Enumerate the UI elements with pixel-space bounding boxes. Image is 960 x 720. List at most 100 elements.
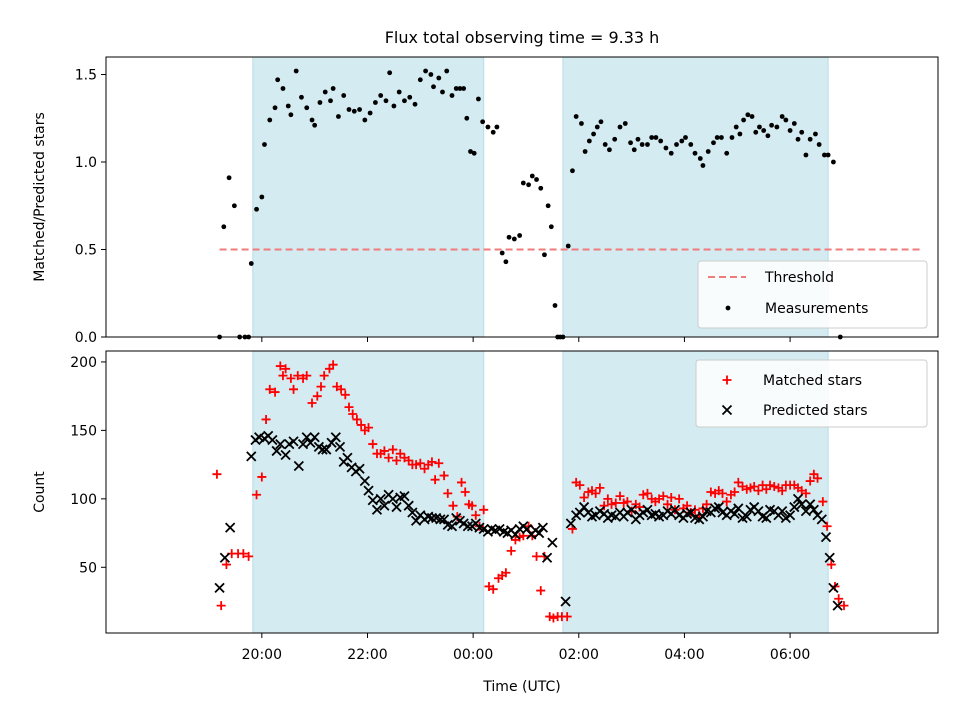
matched-star-point: [501, 568, 511, 578]
measurement-point: [444, 68, 450, 74]
predicted-star-point: [733, 503, 744, 514]
matched-star-point: [834, 594, 844, 604]
matched-star-point: [289, 384, 299, 394]
predicted-star-point: [547, 537, 558, 548]
measurement-point: [436, 75, 442, 81]
matched-star-point: [411, 460, 421, 470]
matched-star-point: [666, 492, 676, 502]
legend-measurements-swatch: [725, 305, 731, 311]
matched-star-point: [575, 480, 585, 490]
predicted-star-point: [832, 600, 843, 611]
matched-star-point: [434, 458, 444, 468]
predicted-star-point: [367, 495, 378, 506]
matched-star-point: [813, 473, 823, 483]
predicted-star-point: [462, 521, 473, 532]
predicted-star-point: [800, 506, 812, 517]
chart-title: Flux total observing time = 9.33 h: [385, 28, 660, 47]
measurement-point: [362, 117, 368, 123]
legend-matched-label: Matched stars: [763, 373, 862, 389]
predicted-star-point: [225, 522, 236, 533]
predicted-star-point: [537, 522, 549, 533]
measurement-point: [697, 156, 703, 161]
measurement-point: [765, 133, 771, 139]
measurement-point: [304, 105, 310, 111]
matched-star-point: [316, 382, 326, 392]
matched-star-point: [221, 560, 231, 570]
predicted-star-point: [391, 501, 402, 513]
measurement-point: [346, 107, 352, 112]
matched-star-point: [216, 601, 226, 611]
matched-star-point: [826, 560, 836, 570]
observing-window-shading: [252, 56, 829, 338]
matched-star-point: [261, 414, 271, 424]
matched-star-point: [749, 482, 759, 492]
predicted-star-point: [399, 490, 410, 502]
predicted-star-point: [379, 500, 390, 511]
measurement-point: [542, 252, 547, 258]
measurement-point: [612, 136, 618, 142]
count-legend: Matched stars Predicted stars: [695, 359, 928, 428]
matched-star-point: [415, 458, 425, 468]
y-tick-label: 0.0: [75, 330, 97, 346]
matched-star-point: [488, 584, 498, 594]
legend-matched-swatch: [722, 375, 732, 385]
measurement-point: [378, 93, 384, 98]
matched-star-point: [730, 487, 740, 497]
measurement-point: [779, 114, 785, 119]
measurement-point: [428, 72, 434, 77]
measurement-point: [586, 138, 592, 144]
measurement-point: [461, 86, 467, 91]
ratio-panel: 0.0 0.5 1.0 1.5 Flux total observing time =…: [32, 28, 939, 346]
matched-star-point: [448, 501, 458, 511]
measurement-point: [407, 94, 413, 100]
predicted-star-point: [446, 521, 458, 532]
predicted-star-point: [777, 506, 788, 517]
measurement-point: [476, 96, 481, 102]
measurement-point: [231, 203, 237, 209]
measurement-point: [552, 303, 558, 308]
count-x-axis-ticks: 20:00 22:00 00:00 02:00 04:00 06:00: [242, 633, 810, 663]
measurement-point: [341, 93, 347, 98]
measurement-point: [711, 140, 716, 146]
predicted-star-point: [214, 582, 225, 593]
measurement-point: [745, 112, 751, 118]
measurement-point: [453, 86, 459, 91]
measurement-point: [582, 149, 588, 154]
matched-star-point: [457, 477, 467, 487]
measurement-point: [774, 124, 780, 130]
matched-star-point: [379, 446, 389, 456]
predicted-star-point: [541, 552, 553, 563]
matched-star-point: [471, 510, 481, 520]
predicted-star-point: [271, 445, 282, 457]
legend-predicted-label: Predicted stars: [763, 403, 868, 419]
matched-star-point: [591, 488, 601, 498]
measurement-point: [769, 122, 774, 128]
measurement-point: [506, 234, 512, 240]
measurement-point: [761, 128, 767, 133]
matched-star-point: [615, 491, 625, 501]
measurement-point: [449, 93, 455, 98]
ratio-y-axis-ticks: 0.0 0.5 1.0 1.5: [75, 68, 106, 346]
measurement-point: [791, 121, 797, 126]
measurement-point: [221, 224, 227, 230]
measurement-point: [373, 100, 378, 105]
ratio-legend: Threshold Measurements: [697, 260, 928, 329]
matched-star-point: [384, 453, 394, 463]
matched-star-point: [344, 402, 354, 412]
predicted-star-point: [808, 504, 819, 515]
measurement-point: [749, 114, 755, 119]
measurement-point: [753, 129, 759, 135]
matched-star-point: [579, 492, 589, 502]
measurement-point: [480, 119, 486, 125]
count-panel: 50 100 150 200 20:00 22:00 00:00 02:00 04:00 06:…: [32, 350, 939, 695]
matched-star-point: [319, 371, 329, 381]
measurement-point: [822, 152, 827, 158]
measurement-point: [607, 147, 612, 153]
measurement-point: [336, 114, 341, 119]
matched-star-point: [801, 488, 811, 498]
matched-star-point: [717, 488, 727, 498]
measurement-point: [594, 124, 600, 130]
matched-star-point: [430, 475, 440, 485]
measurement-point: [639, 142, 645, 147]
measurement-point: [293, 68, 299, 74]
